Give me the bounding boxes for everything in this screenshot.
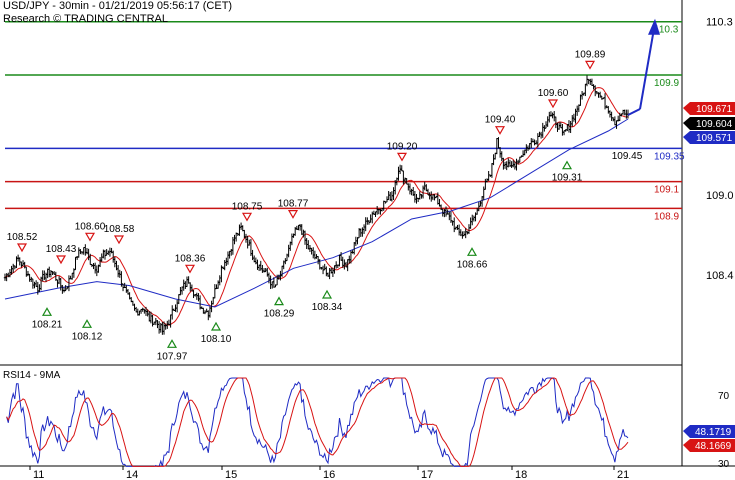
swing-high-label: 108.36 bbox=[175, 253, 206, 264]
yaxis-layer: 110.3 109.0 108.4 bbox=[706, 17, 734, 282]
level-label-109.35: 109.35 bbox=[654, 151, 685, 162]
swing-low-label: 108.10 bbox=[201, 334, 232, 345]
chart-title: USD/JPY - 30min - 01/21/2019 05:56:17 (C… bbox=[3, 0, 233, 12]
swing-low-label: 107.97 bbox=[157, 351, 188, 362]
swing-high-marker bbox=[16, 243, 28, 253]
swing-low-label: 108.34 bbox=[312, 302, 343, 313]
swing-high-label: 109.89 bbox=[575, 49, 606, 60]
swing-low-marker bbox=[561, 160, 573, 170]
swing-low-marker bbox=[321, 289, 333, 299]
level-label-109.9: 109.9 bbox=[654, 78, 679, 89]
rsi-label: RSI14 - 9MA bbox=[3, 370, 61, 381]
swing-high-label: 109.20 bbox=[387, 141, 418, 152]
forecast-arrowhead bbox=[648, 18, 660, 35]
ma-layer bbox=[4, 87, 629, 326]
price-badge-label: 109.571 bbox=[696, 133, 733, 144]
annotation-label: 109.45 bbox=[612, 151, 643, 162]
level-label-109.1: 109.1 bbox=[654, 185, 679, 196]
swing-low-label: 108.29 bbox=[264, 309, 295, 320]
level-label-108.9: 108.9 bbox=[654, 211, 679, 222]
swing-high-marker bbox=[241, 212, 253, 222]
time-tick-label: 16 bbox=[323, 469, 335, 480]
time-tick-label: 14 bbox=[126, 469, 138, 480]
swing-low-label: 108.12 bbox=[72, 331, 103, 342]
swing-high-label: 108.58 bbox=[104, 224, 135, 235]
swing-low-label: 108.21 bbox=[32, 319, 63, 330]
swing-high-marker bbox=[184, 264, 196, 274]
rsi-badge-label: 48.1719 bbox=[695, 427, 732, 438]
time-tick-label: 15 bbox=[225, 469, 237, 480]
swing-low-marker bbox=[466, 247, 478, 256]
swing-high-marker bbox=[287, 210, 299, 219]
swing-high-label: 108.43 bbox=[46, 244, 77, 255]
ma-slow-line bbox=[4, 118, 629, 308]
rsi-badge bbox=[683, 439, 735, 452]
rsi-badge bbox=[683, 425, 735, 438]
swing-low-label: 109.31 bbox=[552, 173, 583, 184]
time-tick-label: 11 bbox=[33, 469, 44, 480]
swing-high-marker bbox=[494, 126, 506, 135]
forecast-line bbox=[639, 28, 655, 110]
swing-high-marker bbox=[113, 235, 125, 245]
xaxis-layer: 11 14 15 16 17 18 21 bbox=[29, 466, 629, 480]
swing-high-label: 108.52 bbox=[7, 232, 38, 243]
swing-high-marker bbox=[584, 60, 596, 70]
forecast-line bbox=[627, 108, 641, 116]
price-tick-label: 109.0 bbox=[706, 190, 734, 202]
forecast-layer bbox=[627, 18, 660, 116]
rsi-line bbox=[6, 377, 629, 467]
rsi-badge-label: 48.1669 bbox=[695, 441, 732, 452]
price-badge bbox=[683, 102, 735, 115]
rsi-tick-label: 30 bbox=[718, 459, 730, 470]
price-tick-label: 110.3 bbox=[706, 17, 733, 29]
swing-high-label: 109.60 bbox=[538, 88, 569, 99]
swing-high-label: 109.40 bbox=[485, 115, 516, 126]
candles-layer bbox=[3, 75, 630, 335]
swing-low-marker bbox=[166, 339, 178, 348]
swing-high-label: 108.77 bbox=[278, 199, 309, 210]
rsi-tick-label: 70 bbox=[718, 391, 730, 402]
swing-high-marker bbox=[396, 152, 408, 162]
rsi-layer: 70 30 48.1719 48.1669 bbox=[6, 377, 735, 470]
time-tick-label: 17 bbox=[421, 469, 433, 480]
price-tick-label: 108.4 bbox=[706, 270, 734, 282]
level-label-110.3: 110.3 bbox=[654, 25, 679, 36]
swing-low-marker bbox=[273, 296, 285, 306]
ma-fast-line bbox=[4, 87, 628, 326]
swing-low-marker bbox=[41, 307, 53, 316]
badges-layer: 109.671 109.604 109.571 bbox=[683, 102, 735, 144]
swing-low-label: 108.66 bbox=[457, 259, 488, 270]
levels-layer: 110.3 109.9 109.35 109.1 108.9 bbox=[5, 20, 685, 222]
price-badge-label: 109.671 bbox=[696, 104, 733, 115]
swing-low-marker bbox=[81, 319, 93, 328]
swing-high-marker bbox=[55, 255, 67, 265]
time-tick-label: 18 bbox=[515, 469, 527, 480]
swing-low-marker bbox=[210, 321, 222, 331]
swing-high-label: 108.75 bbox=[232, 201, 263, 212]
time-tick-label: 21 bbox=[617, 469, 629, 480]
chart-source: Research © TRADING CENTRAL bbox=[3, 13, 168, 25]
price-badge bbox=[683, 131, 735, 144]
price-badge-label: 109.604 bbox=[696, 119, 733, 130]
price-badge bbox=[683, 117, 735, 130]
swing-high-label: 108.60 bbox=[75, 221, 106, 232]
swing-high-marker bbox=[84, 232, 96, 242]
swing-high-marker bbox=[547, 99, 559, 109]
rsi-ma-line bbox=[6, 377, 629, 467]
